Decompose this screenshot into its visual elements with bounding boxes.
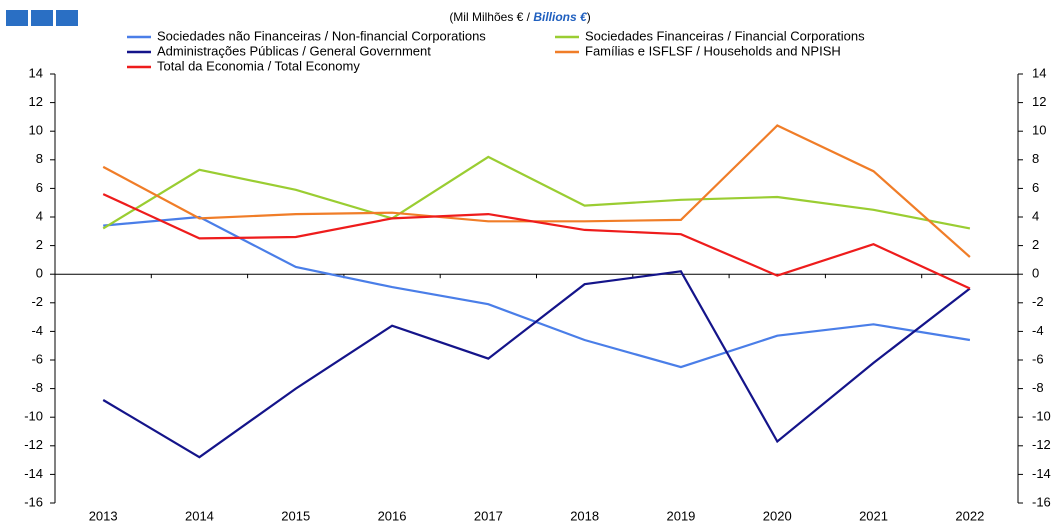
- x-tick-label: 2022: [955, 508, 984, 523]
- series-line: [102, 270, 971, 459]
- y-tick-label: 12: [29, 94, 43, 109]
- x-tick-label: 2020: [763, 508, 792, 523]
- y2-tick-label: 14: [1032, 65, 1046, 80]
- series-line: [103, 215, 971, 369]
- y-tick-label: -12: [24, 437, 43, 452]
- logo-block: [6, 10, 28, 26]
- y2-tick-label: -16: [1032, 494, 1051, 509]
- y-tick-label: -10: [24, 409, 43, 424]
- y2-tick-label: 8: [1032, 151, 1039, 166]
- y2-tick-label: -8: [1032, 380, 1044, 395]
- y2-tick-label: -10: [1032, 409, 1051, 424]
- y2-tick-label: -4: [1032, 323, 1044, 338]
- legend-label: Sociedades não Financeiras / Non-financi…: [157, 28, 486, 43]
- y2-tick-label: -6: [1032, 351, 1044, 366]
- x-tick-label: 2015: [281, 508, 310, 523]
- y-tick-label: 4: [36, 208, 43, 223]
- y-tick-label: -4: [31, 323, 43, 338]
- y2-tick-label: 6: [1032, 180, 1039, 195]
- subtitle-close: ): [587, 10, 591, 24]
- logo-block: [56, 10, 78, 26]
- legend-label: Famílias e ISFLSF / Households and NPISH: [585, 43, 841, 58]
- y2-tick-label: 4: [1032, 208, 1039, 223]
- y-tick-label: -14: [24, 466, 43, 481]
- legend-label: Sociedades Financeiras / Financial Corpo…: [585, 28, 865, 43]
- series-line: [102, 155, 971, 230]
- y2-tick-label: 12: [1032, 94, 1046, 109]
- series-line: [102, 193, 971, 290]
- y2-tick-label: -12: [1032, 437, 1051, 452]
- y-tick-label: 6: [36, 180, 43, 195]
- chart-subtitle: (Mil Milhões € / Billions €): [449, 10, 590, 24]
- y-tick-label: -8: [31, 380, 43, 395]
- y-tick-label: 0: [36, 266, 43, 281]
- y-tick-label: 8: [36, 151, 43, 166]
- x-tick-label: 2013: [89, 508, 118, 523]
- x-tick-label: 2016: [378, 508, 407, 523]
- x-tick-label: 2018: [570, 508, 599, 523]
- subtitle-en: Billions €: [533, 10, 588, 24]
- logo-block: [31, 10, 53, 26]
- y-tick-label: 2: [36, 237, 43, 252]
- y2-tick-label: -14: [1032, 466, 1051, 481]
- y2-tick-label: 10: [1032, 123, 1046, 138]
- x-tick-label: 2014: [185, 508, 214, 523]
- y-tick-label: -2: [31, 294, 43, 309]
- x-tick-label: 2021: [859, 508, 888, 523]
- y2-tick-label: 0: [1032, 266, 1039, 281]
- y-tick-label: 10: [29, 123, 43, 138]
- subtitle-pt: (Mil Milhões € /: [449, 10, 533, 24]
- y-tick-label: 14: [29, 65, 43, 80]
- y2-tick-label: 2: [1032, 237, 1039, 252]
- legend-label: Administrações Públicas / General Govern…: [157, 43, 431, 58]
- x-tick-label: 2019: [666, 508, 695, 523]
- legend-label: Total da Economia / Total Economy: [157, 58, 360, 73]
- y2-tick-label: -2: [1032, 294, 1044, 309]
- y-tick-label: -6: [31, 351, 43, 366]
- x-tick-label: 2017: [474, 508, 503, 523]
- y-tick-label: -16: [24, 494, 43, 509]
